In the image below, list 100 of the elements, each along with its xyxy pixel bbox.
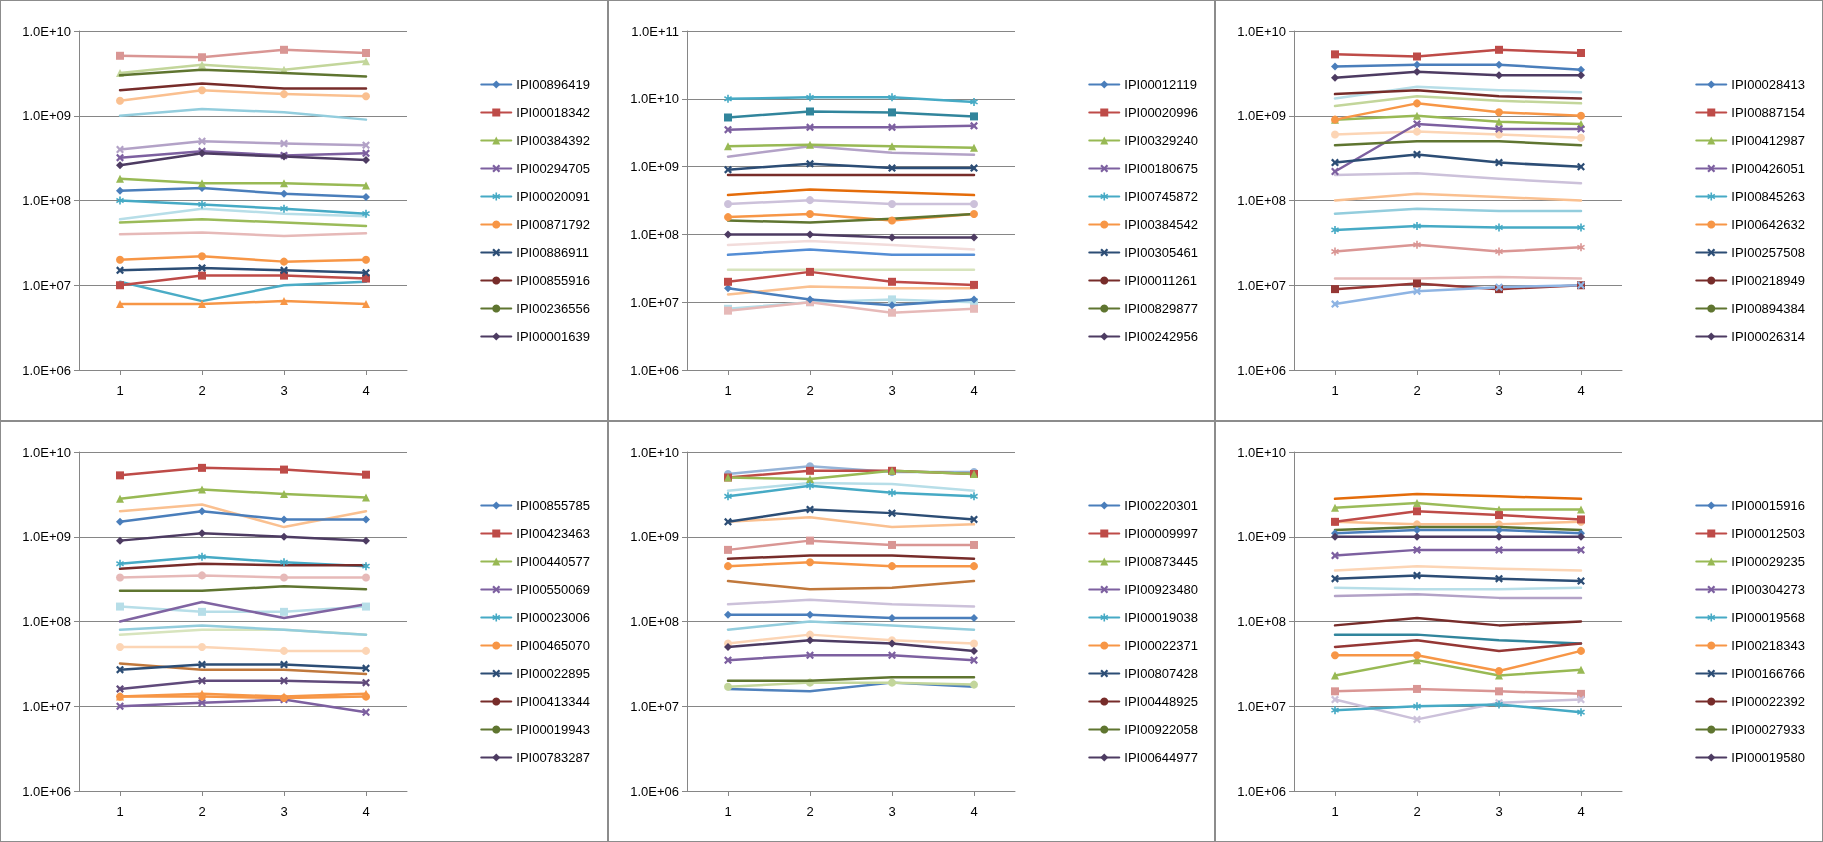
legend-label: IPI00012503: [1731, 526, 1806, 541]
y-tick-label: 1.0E+08: [22, 614, 71, 629]
y-tick-label: 1.0E+10: [1237, 23, 1287, 39]
legend-label: IPI00423463: [516, 526, 590, 541]
y-tick-label: 1.0E+08: [22, 193, 71, 208]
legend-label: IPI00019580: [1731, 750, 1806, 765]
legend-label: IPI00242956: [1123, 329, 1198, 344]
y-tick-label: 1.0E+08: [629, 226, 679, 242]
y-tick-label: 1.0E+10: [22, 23, 71, 39]
x-tick-label: 2: [198, 804, 206, 819]
legend-label: IPI00304273: [1731, 582, 1806, 597]
legend-label: IPI00020091: [516, 189, 590, 204]
y-tick-label: 1.0E+07: [1237, 277, 1287, 293]
legend-label: IPI00166766: [1731, 666, 1806, 681]
legend-label: IPI00022895: [516, 666, 590, 681]
legend-label: IPI00019943: [516, 722, 590, 737]
legend-label: IPI00305461: [1123, 245, 1198, 260]
legend-label: IPI00887154: [1731, 105, 1806, 120]
legend-label: IPI00026314: [1731, 329, 1806, 344]
legend-label: IPI00011261: [1123, 273, 1197, 288]
x-tick-label: 2: [806, 383, 814, 398]
y-tick-label: 1.0E+09: [1237, 529, 1287, 545]
legend-label: IPI00020996: [1123, 105, 1198, 120]
y-tick-label: 1.0E+06: [629, 362, 679, 378]
x-tick-label: 4: [970, 804, 978, 819]
y-tick-label: 1.0E+08: [629, 614, 679, 629]
legend-label: IPI00745872: [1123, 189, 1198, 204]
legend-label: IPI00001639: [516, 329, 590, 344]
x-tick-label: 1: [724, 804, 732, 819]
y-tick-label: 1.0E+10: [629, 91, 679, 107]
x-tick-label: 1: [116, 383, 124, 398]
x-tick-label: 4: [362, 383, 370, 398]
y-tick-label: 1.0E+06: [629, 783, 679, 799]
legend-label: IPI00027933: [1731, 722, 1806, 737]
y-tick-label: 1.0E+08: [1237, 614, 1287, 629]
legend-label: IPI00845263: [1731, 189, 1806, 204]
x-tick-label: 3: [1495, 383, 1503, 398]
y-tick-label: 1.0E+11: [630, 23, 679, 39]
legend-label: IPI00022392: [1731, 694, 1806, 709]
x-tick-label: 4: [1577, 804, 1585, 819]
legend-label: IPI00896419: [516, 77, 590, 92]
y-tick-label: 1.0E+07: [22, 698, 71, 714]
x-tick-label: 3: [1495, 804, 1503, 819]
legend-label: IPI00022371: [1123, 638, 1198, 653]
legend-label: IPI00180675: [1123, 161, 1198, 176]
y-tick-label: 1.0E+08: [1237, 193, 1287, 208]
legend-label: IPI00644977: [1123, 750, 1198, 765]
legend-label: IPI00012119: [1123, 77, 1197, 92]
legend-label: IPI00019568: [1731, 610, 1806, 625]
y-tick-label: 1.0E+10: [22, 444, 71, 460]
legend-label: IPI00922058: [1123, 722, 1198, 737]
legend-label: IPI00413344: [516, 694, 590, 709]
x-tick-label: 3: [280, 383, 288, 398]
x-tick-label: 4: [970, 383, 978, 398]
legend-label: IPI00009997: [1123, 526, 1198, 541]
y-tick-label: 1.0E+09: [22, 529, 71, 545]
legend-label: IPI00294705: [516, 161, 590, 176]
y-tick-label: 1.0E+06: [22, 783, 71, 799]
legend-label: IPI00783287: [516, 750, 590, 765]
y-tick-label: 1.0E+10: [1237, 444, 1287, 460]
x-tick-label: 1: [1331, 804, 1339, 819]
y-tick-label: 1.0E+07: [629, 698, 679, 714]
x-tick-label: 1: [1331, 383, 1339, 398]
legend-label: IPI00218949: [1731, 273, 1806, 288]
y-tick-label: 1.0E+06: [1237, 362, 1287, 378]
legend-label: IPI00028413: [1731, 77, 1806, 92]
y-tick-label: 1.0E+06: [22, 362, 71, 378]
legend-label: IPI00218343: [1731, 638, 1806, 653]
legend-label: IPI00440577: [516, 554, 590, 569]
legend-label: IPI00829877: [1123, 301, 1198, 316]
legend-label: IPI00019038: [1123, 610, 1198, 625]
legend-label: IPI00894384: [1731, 301, 1806, 316]
legend-label: IPI00412987: [1731, 133, 1806, 148]
legend-label: IPI00029235: [1731, 554, 1806, 569]
legend-label: IPI00257508: [1731, 245, 1806, 260]
legend-label: IPI00923480: [1123, 582, 1198, 597]
y-tick-label: 1.0E+10: [629, 444, 679, 460]
legend-label: IPI00873445: [1123, 554, 1198, 569]
legend-label: IPI00426051: [1731, 161, 1806, 176]
legend-label: IPI00807428: [1123, 666, 1198, 681]
legend-label: IPI00023006: [516, 610, 590, 625]
legend-label: IPI00220301: [1123, 498, 1198, 513]
y-tick-label: 1.0E+07: [22, 277, 71, 293]
legend-label: IPI00384542: [1123, 217, 1198, 232]
legend-label: IPI00855916: [516, 273, 590, 288]
x-tick-label: 3: [888, 804, 896, 819]
x-tick-label: 2: [198, 383, 206, 398]
x-tick-label: 2: [1413, 383, 1421, 398]
legend-label: IPI00329240: [1123, 133, 1198, 148]
legend-label: IPI00015916: [1731, 498, 1806, 513]
legend-label: IPI00886911: [516, 245, 590, 260]
x-tick-label: 1: [116, 804, 124, 819]
y-tick-label: 1.0E+09: [1237, 108, 1287, 124]
x-tick-label: 4: [362, 804, 370, 819]
y-tick-label: 1.0E+06: [1237, 783, 1287, 799]
x-tick-label: 2: [806, 804, 814, 819]
x-tick-label: 3: [888, 383, 896, 398]
x-tick-label: 2: [1413, 804, 1421, 819]
y-tick-label: 1.0E+09: [629, 159, 679, 175]
y-tick-label: 1.0E+09: [629, 529, 679, 545]
